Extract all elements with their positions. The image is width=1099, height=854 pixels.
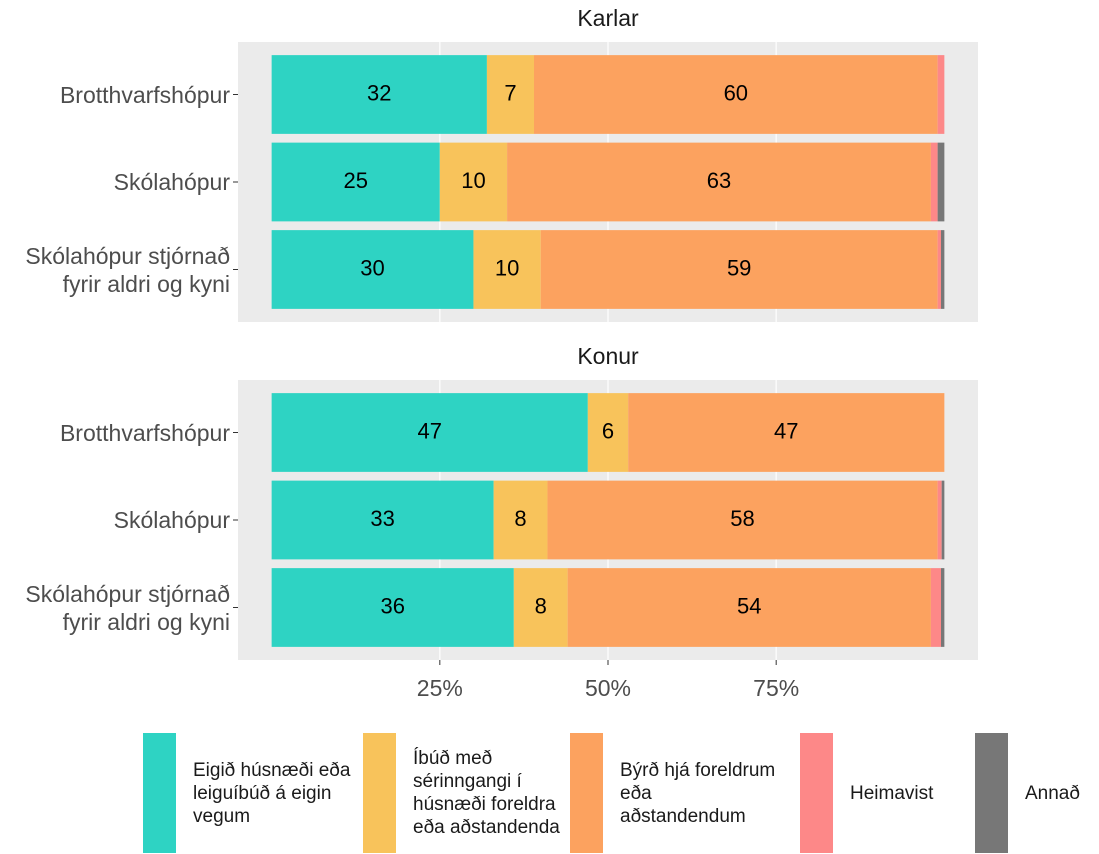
data-label: 25 bbox=[343, 168, 367, 193]
x-tick-label: 25% bbox=[417, 675, 463, 701]
bar-segment bbox=[473, 230, 541, 309]
data-label: 8 bbox=[535, 593, 547, 618]
data-label: 7 bbox=[504, 80, 516, 105]
legend-swatch bbox=[975, 733, 1008, 853]
bar-segment bbox=[567, 568, 931, 647]
facet-title: Konur bbox=[577, 343, 639, 369]
data-label: 10 bbox=[461, 168, 485, 193]
bar-segment bbox=[534, 55, 938, 134]
data-label: 59 bbox=[727, 255, 751, 280]
bar-segment bbox=[587, 393, 629, 472]
data-label: 63 bbox=[707, 168, 731, 193]
data-label: 6 bbox=[602, 418, 614, 443]
legend-item: Eigið húsnæði eða leiguíbúð á eigin vegu… bbox=[143, 733, 353, 853]
legend-label: Íbúð með sérinngangi í húsnæði foreldra … bbox=[413, 748, 560, 838]
data-label: 54 bbox=[737, 593, 761, 618]
legend-label: Eigið húsnæði eða leiguíbúð á eigin vegu… bbox=[193, 759, 351, 827]
bar-segment bbox=[486, 55, 534, 134]
legend-item: Heimavist bbox=[800, 733, 1010, 853]
legend-swatch bbox=[800, 733, 833, 853]
bar-segment bbox=[930, 568, 941, 647]
legend-label: Annað bbox=[1025, 782, 1080, 804]
bar-segment bbox=[271, 568, 514, 647]
y-tick-label: Skólahópur bbox=[113, 507, 230, 533]
y-tick-label: Skólahópur stjórnað fyrir aldri og kyni bbox=[25, 580, 230, 635]
legend-item: Býrð hjá foreldrum eða aðstandendum bbox=[570, 733, 780, 853]
bar-segment bbox=[930, 142, 938, 222]
bar-segment bbox=[439, 142, 508, 222]
bar-segment bbox=[271, 230, 474, 309]
bar-segment bbox=[937, 480, 942, 560]
bar-segment bbox=[937, 142, 945, 222]
bar-segment bbox=[941, 230, 945, 309]
data-label: 47 bbox=[774, 418, 798, 443]
bar-segment bbox=[271, 55, 487, 134]
data-label: 30 bbox=[360, 255, 384, 280]
bar-segment bbox=[271, 393, 588, 472]
y-tick-label: Brotthvarfshópur bbox=[59, 81, 230, 108]
legend-item: Íbúð með sérinngangi í húsnæði foreldra … bbox=[363, 733, 573, 853]
data-label: 33 bbox=[370, 506, 394, 531]
data-label: 58 bbox=[730, 506, 754, 531]
legend-label: Heimavist bbox=[850, 782, 934, 804]
bar-segment bbox=[540, 230, 938, 309]
facet-title: Karlar bbox=[577, 5, 639, 31]
bar-segment bbox=[513, 568, 568, 647]
bar-segment bbox=[937, 230, 941, 309]
data-label: 60 bbox=[724, 80, 748, 105]
legend-item: Annað bbox=[975, 733, 1080, 853]
y-tick-label: Skólahópur bbox=[113, 169, 230, 195]
bar-segment bbox=[937, 55, 945, 134]
y-tick-label: Brotthvarfshópur bbox=[59, 419, 230, 446]
data-label: 36 bbox=[380, 593, 404, 618]
bar-segment bbox=[628, 393, 945, 472]
data-label: 32 bbox=[367, 80, 391, 105]
y-tick-label: Skólahópur stjórnað fyrir aldri og kyni bbox=[25, 242, 230, 297]
legend-swatch bbox=[570, 733, 603, 853]
data-label: 47 bbox=[417, 418, 441, 443]
data-label: 8 bbox=[514, 506, 526, 531]
bar-segment bbox=[493, 480, 548, 560]
legend-label: Býrð hjá foreldrum eða aðstandendum bbox=[620, 759, 776, 827]
bar-segment bbox=[271, 480, 494, 560]
bar-segment bbox=[941, 480, 945, 560]
bar-segment bbox=[941, 568, 945, 647]
bar-segment bbox=[547, 480, 938, 560]
legend-swatch bbox=[143, 733, 176, 853]
data-label: 10 bbox=[495, 255, 519, 280]
x-tick-label: 75% bbox=[753, 675, 799, 701]
bar-segment bbox=[271, 142, 440, 222]
legend-swatch bbox=[363, 733, 396, 853]
bar-segment bbox=[507, 142, 931, 222]
x-tick-label: 50% bbox=[585, 675, 631, 701]
